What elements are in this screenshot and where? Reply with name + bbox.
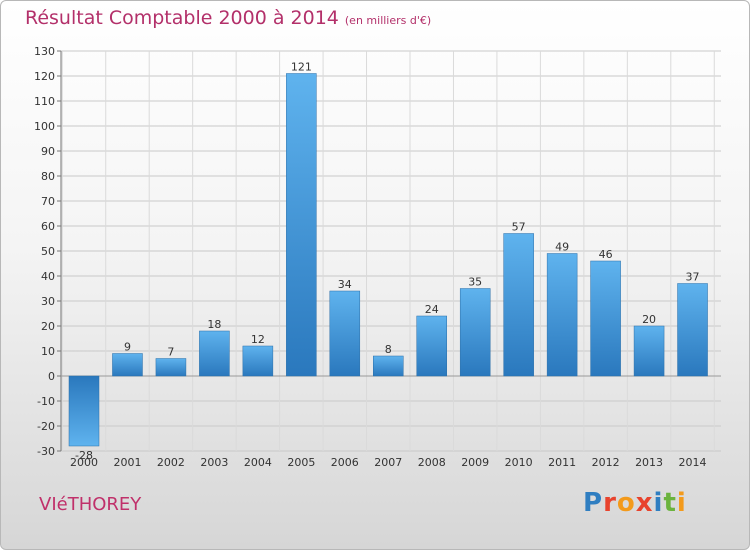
logo-letter: P [583, 488, 604, 518]
data-label-2010: 57 [512, 221, 526, 234]
data-label-2000: -28 [75, 449, 93, 462]
y-tick-label: -10 [37, 395, 55, 408]
bar-2012 [590, 260, 621, 377]
y-tick-label: -30 [37, 445, 55, 458]
bar-2001 [112, 353, 143, 377]
x-tick-label-2007: 2007 [374, 456, 402, 469]
data-label-2014: 37 [686, 271, 700, 284]
chart-title: Résultat Comptable 2000 à 2014 [25, 7, 339, 29]
x-tick-label-2011: 2011 [548, 456, 576, 469]
x-tick-label-2008: 2008 [418, 456, 446, 469]
data-label-2013: 20 [642, 313, 656, 326]
y-tick-label: 130 [34, 45, 55, 58]
y-tick-label: 50 [41, 245, 55, 258]
data-label-2008: 24 [425, 303, 439, 316]
bar-2003 [199, 330, 230, 377]
data-label-2006: 34 [338, 278, 352, 291]
bar-2013 [633, 325, 665, 377]
x-tick-label-2004: 2004 [244, 456, 272, 469]
bar-2011 [546, 253, 578, 377]
y-tick-label: 10 [41, 345, 55, 358]
x-tick-label-2001: 2001 [113, 456, 141, 469]
data-label-2002: 7 [167, 346, 174, 359]
x-tick-label-2012: 2012 [592, 456, 620, 469]
logo-letter: i [676, 488, 687, 518]
y-tick-label: 100 [34, 120, 55, 133]
y-tick-label: 120 [34, 70, 55, 83]
bar-2014 [677, 283, 708, 377]
y-tick-label: 80 [41, 170, 55, 183]
y-tick-label: 60 [41, 220, 55, 233]
y-tick-label: 40 [41, 270, 55, 283]
logo-letter: i [653, 488, 664, 518]
bar-2005 [286, 73, 317, 377]
bar-2008 [416, 315, 447, 377]
x-tick-label-2014: 2014 [679, 456, 707, 469]
x-tick-label-2013: 2013 [635, 456, 663, 469]
x-tick-label-2003: 2003 [200, 456, 228, 469]
bar-2000 [68, 375, 100, 447]
logo-letter: r [603, 488, 617, 518]
data-label-2007: 8 [385, 343, 392, 356]
bar-2004 [242, 345, 274, 377]
place-name: VIéTHOREY [39, 494, 142, 515]
bar-2006 [329, 290, 361, 377]
y-tick-label: 90 [41, 145, 55, 158]
chart-unit: (en milliers d'€) [344, 14, 432, 27]
x-tick-label-2000: 2000 [70, 456, 98, 469]
x-tick-label-2006: 2006 [331, 456, 359, 469]
proxiti-logo: Proxiti [583, 488, 687, 518]
data-label-2009: 35 [468, 276, 482, 289]
data-label-2011: 49 [555, 241, 569, 254]
y-tick-label: -20 [37, 420, 55, 433]
x-tick-label-2005: 2005 [287, 456, 315, 469]
x-tick-label-2002: 2002 [157, 456, 185, 469]
logo-letter: x [635, 488, 654, 518]
bar-2009 [459, 288, 491, 377]
bar-2010 [503, 233, 534, 377]
bar-2002 [155, 358, 187, 377]
data-label-2003: 18 [207, 318, 221, 331]
y-tick-label: 20 [41, 320, 55, 333]
data-label-2005: 121 [291, 61, 312, 74]
chart-title-block: Résultat Comptable 2000 à 2014 (en millie… [25, 7, 431, 29]
x-tick-label-2009: 2009 [461, 456, 489, 469]
logo-letter: o [616, 488, 636, 518]
data-label-2004: 12 [251, 333, 265, 346]
bar-2007 [373, 355, 404, 377]
data-label-2001: 9 [124, 341, 131, 354]
logo-letter: t [663, 488, 677, 518]
data-label-2012: 46 [599, 248, 613, 261]
y-tick-label: 0 [48, 370, 55, 383]
y-tick-label: 70 [41, 195, 55, 208]
y-tick-label: 30 [41, 295, 55, 308]
y-tick-label: 110 [34, 95, 55, 108]
x-tick-label-2010: 2010 [505, 456, 533, 469]
